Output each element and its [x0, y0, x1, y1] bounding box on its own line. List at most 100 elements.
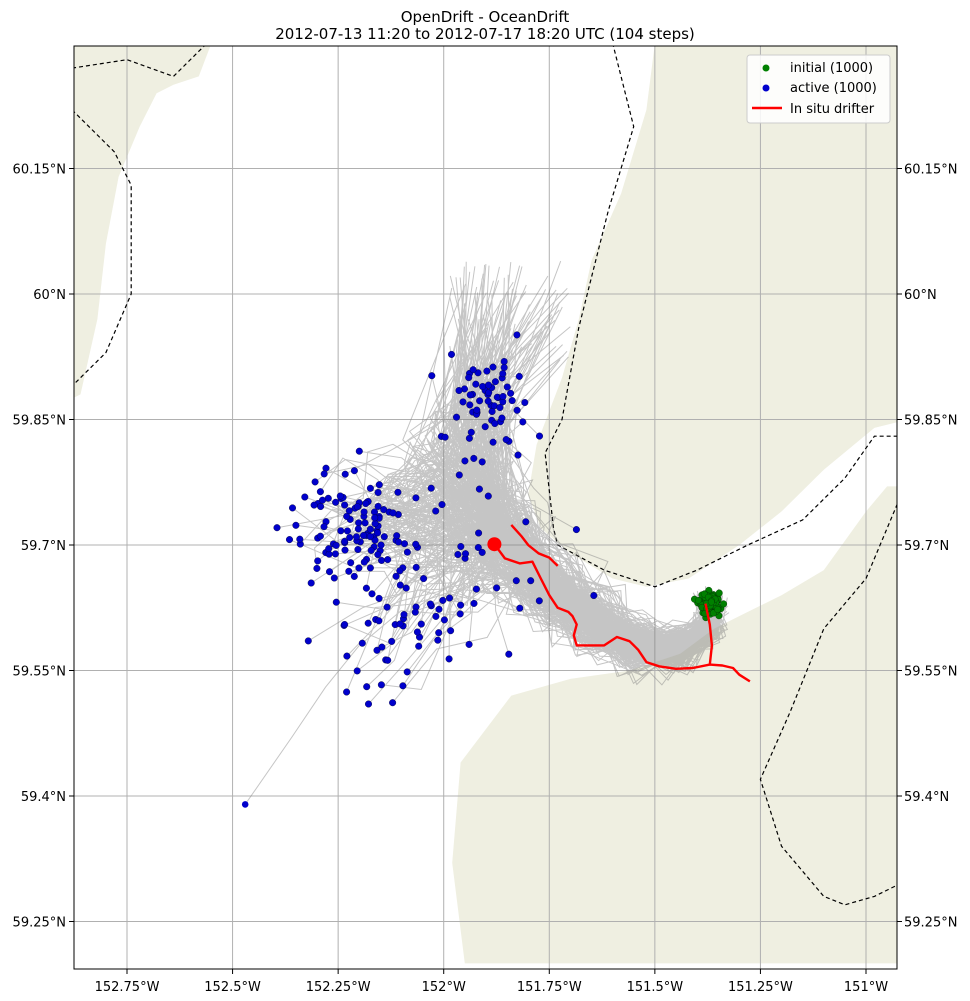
drifter-start-marker [487, 537, 502, 552]
particle-trajectory [478, 532, 723, 660]
active-particle [389, 509, 397, 517]
particle-trajectory [383, 509, 705, 653]
particle-trajectory [367, 501, 717, 655]
active-particle [516, 604, 524, 612]
particle-trajectory [346, 492, 710, 693]
particle-trajectory [457, 318, 705, 649]
x-tick-label: 152°W [422, 980, 466, 995]
particle-trajectory [474, 397, 717, 638]
particle-trajectory [449, 351, 720, 664]
particle-trajectory [487, 300, 726, 655]
particle-trajectory [449, 423, 716, 657]
particle-trajectory [322, 499, 716, 646]
particle-trajectory [360, 486, 719, 650]
border-kenai [544, 46, 897, 588]
particle-trajectory [395, 464, 709, 659]
particle-trajectory [435, 352, 713, 651]
active-particle [304, 637, 312, 645]
active-particle [377, 541, 385, 549]
active-particle [360, 558, 368, 566]
active-particle [514, 451, 522, 459]
active-particle [367, 546, 375, 554]
particle-trajectory [456, 296, 712, 660]
active-particle [377, 681, 385, 689]
active-particle [446, 594, 454, 602]
particle-trajectory [364, 513, 711, 647]
active-particle [380, 533, 388, 541]
active-particle [519, 418, 527, 426]
particle-trajectory [460, 295, 717, 650]
active-particle [457, 601, 465, 609]
active-particle [355, 447, 363, 455]
active-particle [371, 536, 379, 544]
active-particle [484, 492, 492, 500]
particle-trajectory [476, 401, 718, 644]
particle-trajectory [397, 481, 711, 668]
particle-trajectory [368, 485, 713, 705]
y-tick-label-left: 59.7°N [21, 539, 66, 554]
particle-trajectory [336, 522, 711, 667]
particle-trajectory [392, 512, 719, 639]
active-particle [455, 387, 463, 395]
particle-trajectory [444, 342, 717, 655]
y-tick-label-left: 59.85°N [13, 413, 66, 428]
particle-trajectory [459, 280, 716, 660]
active-particle [366, 564, 374, 572]
particle-trajectory [358, 441, 708, 664]
particle-trajectory [406, 292, 709, 651]
chart-title-line2: 2012-07-13 11:20 to 2012-07-17 18:20 UTC… [275, 25, 695, 43]
drifter-track [493, 543, 751, 683]
y-tick-label-right: 59.25°N [904, 916, 957, 931]
active-particle [373, 646, 381, 654]
active-particles [241, 331, 598, 808]
particle-trajectory [497, 397, 718, 661]
active-particle [389, 699, 397, 707]
active-particle [515, 372, 523, 380]
particle-trajectory [466, 323, 715, 653]
active-particle [324, 494, 332, 502]
active-particle [395, 538, 403, 546]
particle-trajectory [488, 293, 714, 651]
particle-trajectory [428, 480, 716, 653]
active-particle [399, 682, 407, 690]
particle-trajectory [367, 557, 713, 653]
active-particle [325, 545, 333, 553]
active-particle [388, 637, 396, 645]
particle-trajectory [458, 347, 728, 652]
particle-trajectory [467, 290, 706, 645]
particle-trajectory [479, 309, 712, 643]
active-particle [374, 502, 382, 510]
active-particle [402, 584, 410, 592]
particle-trajectory [433, 461, 720, 640]
particle-trajectory [320, 439, 712, 655]
active-particle [401, 540, 409, 548]
active-particle [469, 366, 477, 374]
active-particle [393, 532, 401, 540]
active-particle [343, 512, 351, 520]
particle-trajectory [346, 504, 714, 659]
active-particle [392, 572, 400, 580]
particle-trajectory [349, 506, 717, 663]
active-particle [522, 518, 530, 526]
y-tick-label-right: 59.85°N [904, 413, 957, 428]
map-frame [73, 45, 898, 970]
particle-trajectory [391, 458, 717, 665]
active-particle [491, 420, 499, 428]
active-particle [332, 598, 340, 606]
particle-trajectory [471, 344, 727, 663]
particle-trajectory [432, 300, 713, 652]
particle-trajectory [480, 289, 722, 641]
y-axis-ticks: 60.15°N 60.15°N 60°N 60°N 59.85°N 59.85°N 59.7… [13, 162, 958, 930]
particle-trajectory [447, 339, 716, 651]
particle-trajectory [467, 319, 713, 648]
y-tick-label-right: 60°N [904, 288, 937, 303]
particle-trajectory [466, 321, 720, 657]
active-particle [341, 501, 349, 509]
initial-particle [707, 598, 715, 606]
particle-trajectory [333, 477, 728, 651]
active-particle [498, 414, 506, 422]
y-tick-label-right: 59.55°N [904, 665, 957, 680]
particle-trajectory [468, 359, 721, 644]
particle-trajectory [458, 367, 711, 651]
